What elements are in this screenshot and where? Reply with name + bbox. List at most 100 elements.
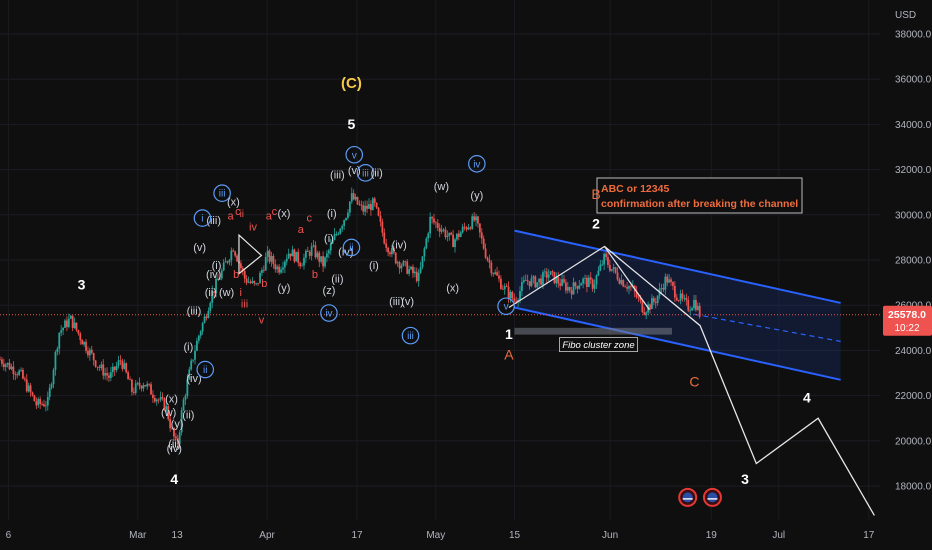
candle-body: [322, 256, 324, 267]
candle-body: [364, 205, 367, 212]
candle-body: [127, 372, 129, 380]
currency-label: USD: [895, 10, 916, 21]
candle-body: [607, 257, 609, 265]
x-tick-label: Mar: [129, 530, 147, 541]
x-tick-label: 17: [863, 530, 875, 541]
candle-body: [389, 252, 391, 255]
candle-body: [301, 265, 303, 267]
candle-body: [261, 270, 263, 273]
candle-body: [90, 349, 93, 354]
candle-body: [274, 264, 277, 270]
candle-body: [471, 216, 474, 229]
candle-body: [153, 397, 156, 402]
wave-label-circle: [196, 360, 215, 379]
candle-body: [253, 281, 256, 284]
candle-body: [549, 271, 552, 275]
candle-body: [215, 278, 217, 293]
candle-body: [595, 275, 598, 285]
candle-body: [43, 404, 45, 407]
price-axis[interactable]: USD 18000.020000.022000.024000.026000.02…: [883, 10, 932, 493]
candle-body: [142, 385, 145, 389]
candle-body: [205, 316, 208, 318]
wave-label: (C): [341, 75, 362, 92]
candle-body: [289, 253, 292, 257]
candle-body: [503, 286, 506, 290]
candle-body: [207, 310, 210, 318]
candle-body: [81, 340, 84, 345]
candle-body: [218, 278, 221, 280]
candle-body: [108, 375, 110, 378]
candle-body: [673, 285, 676, 298]
candle-body: [192, 359, 194, 361]
y-tick-label: 20000.0: [895, 436, 932, 447]
candle-body: [33, 395, 36, 402]
candle-body: [341, 225, 344, 229]
candle-countdown: 10:22: [894, 323, 919, 334]
candle-body: [16, 374, 19, 376]
candle-body: [197, 335, 200, 341]
candle-body: [396, 262, 399, 264]
wave-label: iii: [362, 168, 369, 179]
wave-label: (w): [161, 407, 176, 419]
candle-body: [67, 318, 70, 327]
wave-label-circle: [345, 145, 364, 164]
candle-body: [23, 378, 26, 380]
candle-body: [306, 250, 309, 252]
candle-body: [584, 277, 586, 279]
candle-body: [161, 397, 164, 399]
channel-lower-line: [514, 306, 841, 381]
candle-body: [452, 234, 455, 248]
candle-body: [467, 227, 470, 230]
wave-label: c: [307, 213, 313, 225]
candle-body: [299, 262, 302, 267]
candle-body: [48, 387, 51, 397]
candle-body: [327, 250, 330, 254]
wave-labels-layer: 34(iv)(ii)(x)(w)(y)(ii)(iv)ii(i)(iii)(ii…: [78, 75, 811, 507]
candle-body: [582, 278, 585, 284]
x-tick-label: Jul: [772, 530, 785, 541]
wave-label: (ii): [331, 274, 343, 286]
candle-body: [335, 233, 338, 235]
candle-body: [6, 362, 9, 365]
candle-body: [693, 299, 695, 309]
wave-label-circle: [401, 326, 420, 345]
candle-body: [314, 245, 317, 258]
candle-body: [691, 308, 693, 311]
candle-body: [652, 298, 655, 302]
candle-body: [538, 278, 541, 283]
wave-label: 3: [741, 471, 749, 487]
candle-body: [645, 312, 648, 315]
candle-body: [106, 373, 108, 376]
candle-body: [484, 248, 487, 258]
candle-body: [163, 398, 166, 411]
candle-body: [433, 218, 435, 223]
fibo-zone-band: [514, 327, 672, 335]
candle-body: [308, 251, 311, 256]
candle-body: [597, 270, 600, 276]
candle-body: [478, 223, 481, 233]
candle-body: [234, 251, 237, 256]
wave-label: (i): [324, 233, 334, 245]
wave-label: (ii): [168, 439, 180, 451]
candle-body: [501, 288, 504, 290]
candle-body: [56, 348, 59, 352]
candle-body: [62, 327, 64, 331]
projection-path: [604, 245, 875, 516]
candle-body: [492, 273, 495, 275]
x-tick-label: 13: [172, 530, 184, 541]
candle-body: [157, 399, 160, 401]
candle-body: [446, 235, 449, 238]
candle-body: [385, 243, 388, 248]
candle-body: [612, 267, 615, 270]
candle-body: [368, 204, 370, 209]
candle-body: [614, 267, 617, 273]
candle-body: [136, 382, 139, 384]
time-axis[interactable]: 6 Mar 13 Apr 17 May 15 Jun 19 Jul 17: [6, 530, 875, 541]
candle-body: [241, 268, 244, 272]
wave-label: (y): [470, 190, 483, 202]
candle-body: [66, 320, 68, 327]
wave-label: (w): [434, 181, 449, 193]
wave-label: c: [272, 206, 278, 218]
